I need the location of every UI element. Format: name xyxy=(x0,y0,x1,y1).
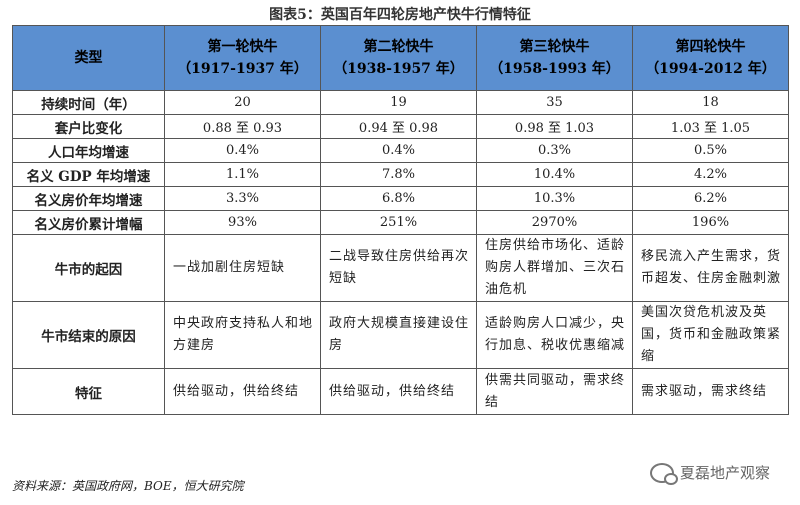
wave-name: 第四轮快牛 xyxy=(675,39,746,55)
table-cell: 251% xyxy=(320,210,477,235)
table-cell: 供给驱动，供给终结 xyxy=(320,368,477,415)
table-cell: 0.5% xyxy=(632,138,789,163)
table-cell: 10.4% xyxy=(476,162,633,187)
table-cell: 0.4% xyxy=(320,138,477,163)
table-cell: 2970% xyxy=(476,210,633,235)
table-cell: 20 xyxy=(164,90,321,115)
wave-name: 第一轮快牛 xyxy=(207,39,278,55)
comparison-table: 类型 第一轮快牛 （1917-1937 年） 第二轮快牛 （1938-1957 … xyxy=(12,25,789,415)
row-label: 牛市结束的原因 xyxy=(12,301,165,369)
row-label: 名义房价年均增速 xyxy=(12,186,165,211)
table-cell: 1.03 至 1.05 xyxy=(632,114,789,139)
wave-name: 第二轮快牛 xyxy=(363,39,434,55)
table-cell: 0.4% xyxy=(164,138,321,163)
header-wave-1: 第一轮快牛 （1917-1937 年） xyxy=(164,25,321,91)
table-row: 持续时间（年） 20 19 35 18 xyxy=(12,90,789,115)
table-cell: 0.94 至 0.98 xyxy=(320,114,477,139)
source-note: 资料来源：英国政府网，BOE，恒大研究院 xyxy=(12,479,244,493)
table-row: 名义房价年均增速 3.3% 6.8% 10.3% 6.2% xyxy=(12,186,789,211)
table-cell: 0.88 至 0.93 xyxy=(164,114,321,139)
comparison-table-container: 类型 第一轮快牛 （1917-1937 年） 第二轮快牛 （1938-1957 … xyxy=(12,25,789,415)
row-label: 名义 GDP 年均增速 xyxy=(12,162,165,187)
table-cell: 0.98 至 1.03 xyxy=(476,114,633,139)
table-cell: 适龄购房人口减少，央行加息、税收优惠缩减 xyxy=(476,301,633,369)
table-cell: 0.3% xyxy=(476,138,633,163)
header-wave-4: 第四轮快牛 （1994-2012 年） xyxy=(632,25,789,91)
table-cell: 政府大规模直接建设住房 xyxy=(320,301,477,369)
table-cell: 一战加剧住房短缺 xyxy=(164,234,321,302)
wave-name: 第三轮快牛 xyxy=(519,39,590,55)
table-row: 名义房价累计增幅 93% 251% 2970% 196% xyxy=(12,210,789,235)
table-row: 名义 GDP 年均增速 1.1% 7.8% 10.4% 4.2% xyxy=(12,162,789,187)
table-cell: 3.3% xyxy=(164,186,321,211)
table-cell: 10.3% xyxy=(476,186,633,211)
table-cell: 二战导致住房供给再次短缺 xyxy=(320,234,477,302)
row-label: 套户比变化 xyxy=(12,114,165,139)
table-cell: 196% xyxy=(632,210,789,235)
table-cell: 7.8% xyxy=(320,162,477,187)
watermark: 夏磊地产观察 xyxy=(649,462,770,485)
watermark-text: 夏磊地产观察 xyxy=(679,464,770,482)
table-cell: 4.2% xyxy=(632,162,789,187)
table-row: 特征 供给驱动，供给终结 供给驱动，供给终结 供需共同驱动，需求终结 需求驱动，… xyxy=(12,368,789,415)
table-cell: 美国次贷危机波及英国，货币和金融政策紧缩 xyxy=(632,301,789,369)
table-cell: 需求驱动，需求终结 xyxy=(632,368,789,415)
table-row: 牛市的起因 一战加剧住房短缺 二战导致住房供给再次短缺 住房供给市场化、适龄购房… xyxy=(12,234,789,302)
wechat-icon xyxy=(649,462,678,485)
table-cell: 6.8% xyxy=(320,186,477,211)
wave-period: （1958-1993 年） xyxy=(489,61,620,77)
table-row: 套户比变化 0.88 至 0.93 0.94 至 0.98 0.98 至 1.0… xyxy=(12,114,789,139)
wave-period: （1917-1937 年） xyxy=(177,61,308,77)
header-wave-3: 第三轮快牛 （1958-1993 年） xyxy=(476,25,633,91)
table-cell: 供给驱动，供给终结 xyxy=(164,368,321,415)
table-cell: 1.1% xyxy=(164,162,321,187)
row-label: 人口年均增速 xyxy=(12,138,165,163)
table-cell: 19 xyxy=(320,90,477,115)
table-title: 图表5：英国百年四轮房地产快牛行情特征 xyxy=(269,7,531,23)
header-type: 类型 xyxy=(12,25,165,91)
table-cell: 93% xyxy=(164,210,321,235)
table-cell: 住房供给市场化、适龄购房人群增加、三次石油危机 xyxy=(476,234,633,302)
row-label: 持续时间（年） xyxy=(12,90,165,115)
row-label: 名义房价累计增幅 xyxy=(12,210,165,235)
header-wave-2: 第二轮快牛 （1938-1957 年） xyxy=(320,25,477,91)
table-row: 人口年均增速 0.4% 0.4% 0.3% 0.5% xyxy=(12,138,789,163)
table-cell: 35 xyxy=(476,90,633,115)
row-label: 牛市的起因 xyxy=(12,234,165,302)
table-cell: 移民流入产生需求，货币超发、住房金融刺激 xyxy=(632,234,789,302)
header-row: 类型 第一轮快牛 （1917-1937 年） 第二轮快牛 （1938-1957 … xyxy=(12,25,789,91)
table-cell: 18 xyxy=(632,90,789,115)
wave-period: （1994-2012 年） xyxy=(645,61,776,77)
table-row: 牛市结束的原因 中央政府支持私人和地方建房 政府大规模直接建设住房 适龄购房人口… xyxy=(12,301,789,369)
row-label: 特征 xyxy=(12,368,165,415)
table-cell: 6.2% xyxy=(632,186,789,211)
wave-period: （1938-1957 年） xyxy=(333,61,464,77)
table-cell: 中央政府支持私人和地方建房 xyxy=(164,301,321,369)
table-cell: 供需共同驱动，需求终结 xyxy=(476,368,633,415)
